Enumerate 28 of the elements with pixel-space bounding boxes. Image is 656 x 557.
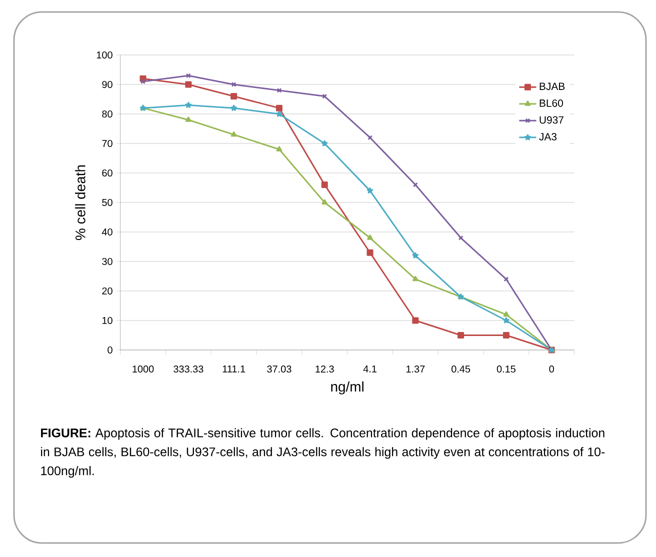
- x-tick-label: 0.45: [452, 366, 470, 373]
- x-tick-label: 111.1: [222, 366, 246, 372]
- legend-label: U937: [540, 116, 564, 124]
- y-axis-title: % cell death: [75, 165, 86, 240]
- legend-label: BL60: [540, 99, 563, 107]
- x-axis-title: ng/ml: [331, 381, 364, 394]
- y-tick-label: 100: [96, 51, 112, 59]
- y-tick-label: 60: [102, 169, 112, 177]
- x-tick-label: 333.33: [174, 366, 204, 373]
- x-tick-label: 12.3: [316, 366, 334, 373]
- x-tick-label: 1.37: [406, 366, 425, 373]
- x-tick-label: 37.03: [267, 366, 292, 373]
- legend-label: JA3: [539, 133, 557, 140]
- y-tick-label: 20: [102, 287, 112, 295]
- y-tick-label: 80: [102, 110, 112, 118]
- x-tick-label: 0.15: [496, 366, 516, 373]
- x-tick-label: 1000: [132, 366, 154, 373]
- y-tick-label: 40: [102, 228, 112, 236]
- y-tick-label: 70: [102, 140, 112, 148]
- legend-label: BJAB: [540, 82, 565, 90]
- y-tick-label: 10: [102, 316, 112, 324]
- y-tick-label: 30: [102, 258, 112, 266]
- x-tick-label: 4.1: [363, 366, 376, 372]
- y-tick-label: 90: [102, 80, 112, 88]
- text: FIGURE: Apoptosis of TRAIL-sensitive tumor cells. Concentration dependence of apoptosis induction in BJAB cells, BL60-cells, U937-cells, and JA3-cells reveals high activity even at concentrations of 10-100ng/ml.: [41, 428, 605, 478]
- y-tick-label: 50: [102, 198, 112, 206]
- x-tick-label: 0: [549, 366, 554, 373]
- y-tick-label: 0: [108, 346, 112, 354]
